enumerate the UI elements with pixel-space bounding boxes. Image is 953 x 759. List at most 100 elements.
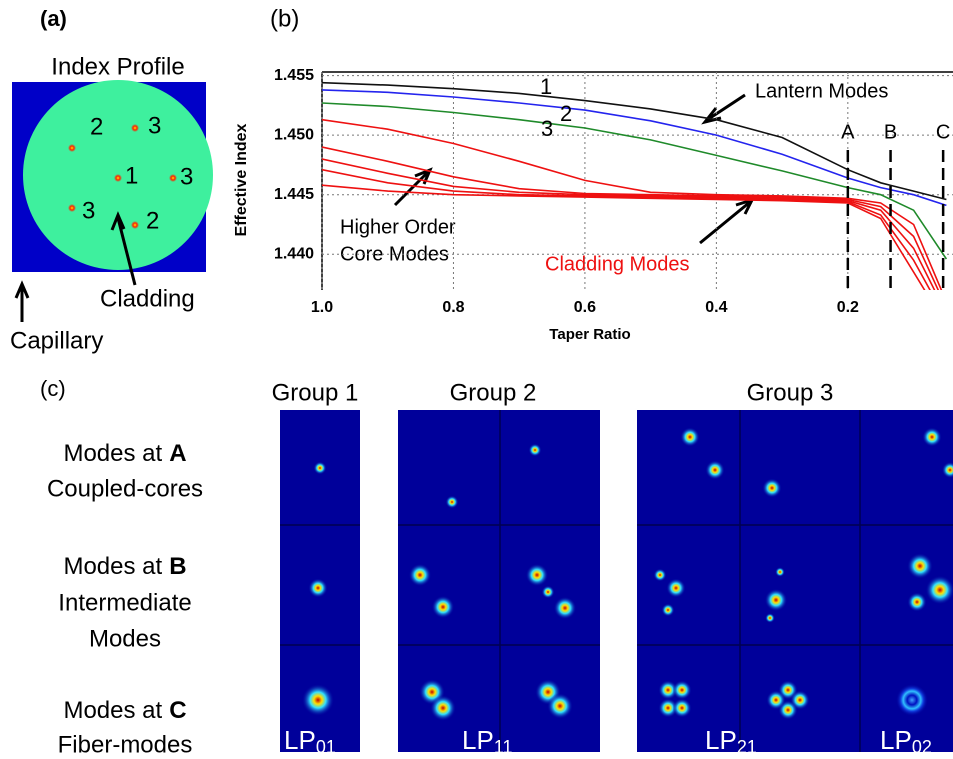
arrow xyxy=(699,197,755,245)
mode-spot xyxy=(658,698,678,718)
mode-spot xyxy=(302,684,334,716)
mode-spot xyxy=(431,595,455,619)
mode-spot xyxy=(541,585,555,599)
x-tick-label: 0.6 xyxy=(574,299,596,316)
panel-title: Index Profile xyxy=(51,53,184,80)
mode-spot xyxy=(766,690,786,710)
y-tick-label: 1.455 xyxy=(274,67,314,84)
mode-spot xyxy=(658,680,678,700)
core-label: 2 xyxy=(146,207,159,234)
mode-images xyxy=(280,410,953,752)
marker-label: B xyxy=(884,121,897,143)
x-axis-label: Taper Ratio xyxy=(549,326,630,343)
y-tick-label: 1.450 xyxy=(274,126,314,143)
mode-spot xyxy=(525,563,549,587)
marker-label: C xyxy=(936,121,950,143)
mode-spot xyxy=(680,427,700,447)
annotation: Lantern Modes xyxy=(755,80,888,102)
row-label: Modes at C xyxy=(63,697,186,724)
core xyxy=(131,124,139,132)
panel-label: (c) xyxy=(40,376,66,401)
mode-label: LP11 xyxy=(462,725,513,757)
annotation: Cladding xyxy=(100,285,195,312)
annotation: Core Modes xyxy=(340,243,449,265)
mode-label: LP21 xyxy=(705,725,757,757)
core-label: 1 xyxy=(125,162,138,189)
panel-b: (b) Taper Ratio Effective Index Lantern … xyxy=(233,5,953,343)
curve-label: 1 xyxy=(540,74,552,99)
data-line xyxy=(322,102,948,260)
mode-label: LP02 xyxy=(880,725,932,757)
core xyxy=(114,174,122,182)
curve-label: 2 xyxy=(560,101,572,126)
row-label: Modes xyxy=(89,625,161,652)
row-label: Coupled-cores xyxy=(47,475,203,502)
data-line xyxy=(322,184,926,290)
mode-spot xyxy=(547,693,573,719)
core-label: 3 xyxy=(180,163,193,190)
mode-spot xyxy=(922,427,942,447)
core xyxy=(68,144,76,152)
core xyxy=(131,221,139,229)
mode-spot xyxy=(661,603,675,617)
cell-border xyxy=(280,410,953,752)
lines xyxy=(322,81,948,290)
mode-spot xyxy=(666,578,686,598)
row-label: Modes at A xyxy=(63,440,186,467)
mode-ring xyxy=(896,684,928,716)
mode-spot xyxy=(925,575,953,605)
mode-spot xyxy=(313,461,327,475)
panel-label: (b) xyxy=(270,5,299,32)
panel-label: (a) xyxy=(40,6,67,31)
y-tick-label: 1.445 xyxy=(274,186,314,203)
data-line xyxy=(322,158,936,290)
mode-spot xyxy=(775,567,785,577)
arrow xyxy=(701,93,746,125)
data-line xyxy=(322,118,943,290)
x-tick-label: 0.8 xyxy=(442,299,464,316)
marker-label: A xyxy=(841,121,855,143)
mode-spot xyxy=(764,588,788,612)
mode-spot xyxy=(672,698,692,718)
group-label: Group 3 xyxy=(747,379,834,406)
mode-spot xyxy=(553,596,577,620)
mode-spot xyxy=(672,680,692,700)
annotation: Capillary xyxy=(10,327,103,354)
core-label: 3 xyxy=(148,112,161,139)
mode-spot xyxy=(907,592,927,612)
y-axis-label: Effective Index xyxy=(233,123,250,236)
mode-spot xyxy=(653,568,667,582)
core xyxy=(169,174,177,182)
core xyxy=(68,204,76,212)
group-label: Group 1 xyxy=(272,379,359,406)
group-label: Group 2 xyxy=(450,379,537,406)
mode-spot xyxy=(705,460,725,480)
annotation: Higher Order xyxy=(340,216,456,238)
mode-spot xyxy=(765,613,775,623)
x-tick-label: 0.4 xyxy=(705,299,727,316)
mode-spot xyxy=(308,578,328,598)
arrow xyxy=(14,280,30,322)
data-line xyxy=(322,146,940,290)
row-label: Fiber-modes xyxy=(58,731,193,758)
mode-spot xyxy=(942,462,953,478)
y-tick-label: 1.440 xyxy=(274,245,314,262)
mode-spot xyxy=(907,553,933,579)
panel-a: (a) Index Profile 2 3 1 3 3 2 Cladding C… xyxy=(10,6,213,354)
x-tick-label: 1.0 xyxy=(311,299,333,316)
mode-spot xyxy=(445,495,459,509)
mode-spot xyxy=(762,478,782,498)
arrow xyxy=(393,167,433,207)
annotation: Cladding Modes xyxy=(545,253,690,275)
row-label: Intermediate xyxy=(58,589,191,616)
data-line xyxy=(322,89,947,207)
mode-spot xyxy=(408,563,432,587)
mode-spot xyxy=(430,695,456,721)
panel-c: (c) Group 1 Group 2 Group 3 Modes at A Co… xyxy=(40,376,953,758)
arrow xyxy=(110,211,137,286)
curve-label: 3 xyxy=(541,116,553,141)
data-line xyxy=(322,81,947,201)
data-line xyxy=(322,168,931,290)
cores xyxy=(68,124,177,229)
x-tick-label: 0.2 xyxy=(837,299,859,316)
